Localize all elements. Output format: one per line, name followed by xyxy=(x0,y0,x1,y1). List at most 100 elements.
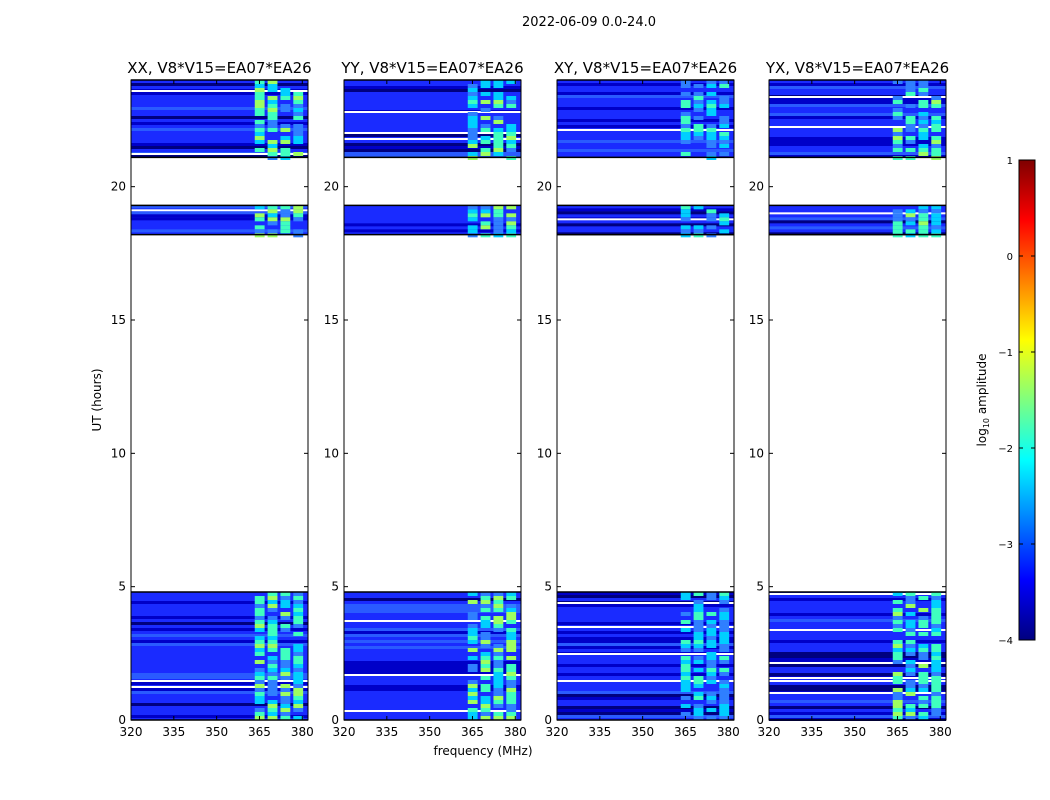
heatmap-bright-cell xyxy=(918,672,929,676)
heatmap-bright-cell xyxy=(905,128,916,132)
heatmap-bright-cell xyxy=(467,692,478,696)
heatmap-bright-cell xyxy=(267,616,278,620)
heatmap-bright-cell xyxy=(918,100,929,104)
heatmap-bright-cell xyxy=(680,688,691,692)
heatmap-row xyxy=(557,232,734,236)
panel-title: XX, V8*V15=EA07*EA26 xyxy=(127,59,311,77)
heatmap-bright-cell xyxy=(267,209,278,214)
heatmap-row xyxy=(769,619,946,622)
heatmap-bright-cell xyxy=(931,205,942,210)
heatmap-bright-cell xyxy=(892,600,903,604)
heatmap-bright-cell xyxy=(267,604,278,608)
heatmap-bright-cell xyxy=(493,92,504,96)
heatmap-row xyxy=(769,83,946,86)
heatmap-gap xyxy=(769,692,946,694)
heatmap-bright-cell xyxy=(905,84,916,88)
heatmap-bright-cell xyxy=(892,217,903,222)
colorbar-label: log10 amplitude xyxy=(975,354,991,447)
x-tick-label: 335 xyxy=(162,725,185,739)
heatmap-bright-cell xyxy=(905,217,916,222)
x-tick-label: 350 xyxy=(418,725,441,739)
heatmap-bright-cell xyxy=(506,644,517,648)
heatmap-bright-cell xyxy=(706,652,717,656)
heatmap-bright-cell xyxy=(905,600,916,604)
heatmap-row xyxy=(131,116,308,119)
heatmap-bright-cell xyxy=(493,672,504,676)
heatmap-row xyxy=(557,664,734,667)
heatmap-bright-cell xyxy=(506,592,517,596)
heatmap-bright-cell xyxy=(267,704,278,708)
heatmap-bright-cell xyxy=(680,660,691,664)
heatmap-bright-cell xyxy=(493,116,504,120)
x-tick-label: 365 xyxy=(886,725,909,739)
heatmap-bright-cell xyxy=(706,628,717,632)
heatmap-bright-cell xyxy=(254,652,265,656)
heatmap-bright-cell xyxy=(467,640,478,644)
heatmap-bright-cell xyxy=(892,100,903,104)
heatmap-row xyxy=(131,715,308,718)
heatmap-bright-cell xyxy=(506,596,517,600)
heatmap-bright-cell xyxy=(706,696,717,700)
y-tick-label: 0 xyxy=(331,713,339,727)
heatmap-bright-cell xyxy=(680,680,691,684)
heatmap-bright-cell xyxy=(931,140,942,144)
heatmap-bright-cell xyxy=(719,636,730,640)
heatmap-row xyxy=(557,712,734,715)
heatmap-bright-cell xyxy=(693,620,704,624)
heatmap-row xyxy=(557,643,734,646)
heatmap-bright-cell xyxy=(706,664,717,668)
heatmap-bright-cell xyxy=(905,664,916,668)
heatmap-bright-cell xyxy=(918,632,929,636)
heatmap-bright-cell xyxy=(493,624,504,628)
heatmap-bright-cell xyxy=(280,108,291,112)
heatmap-bright-cell xyxy=(467,136,478,140)
heatmap-bright-cell xyxy=(280,205,291,210)
heatmap-bright-cell xyxy=(905,668,916,672)
heatmap-row xyxy=(557,140,734,143)
heatmap-bright-cell xyxy=(918,132,929,136)
heatmap-bright-cell xyxy=(254,229,265,234)
heatmap-bright-cell xyxy=(693,636,704,640)
heatmap-bright-cell xyxy=(905,80,916,84)
heatmap-bright-cell xyxy=(254,604,265,608)
x-axis-label: frequency (MHz) xyxy=(433,744,532,758)
heatmap-row xyxy=(769,598,946,601)
heatmap-bright-cell xyxy=(892,652,903,656)
heatmap-row xyxy=(131,643,308,646)
heatmap-bright-cell xyxy=(931,644,942,648)
heatmap-row xyxy=(557,706,734,709)
heatmap-bright-cell xyxy=(467,696,478,700)
heatmap-row xyxy=(557,631,734,634)
heatmap-row xyxy=(557,125,734,128)
x-tick-label: 380 xyxy=(717,725,740,739)
heatmap-bright-cell xyxy=(719,704,730,708)
panel-frame xyxy=(556,79,735,721)
heatmap-bright-cell xyxy=(693,668,704,672)
heatmap-bright-cell xyxy=(506,628,517,632)
y-tick-label: 5 xyxy=(756,580,764,594)
heatmap-bright-cell xyxy=(719,213,730,218)
heatmap-bright-cell xyxy=(506,608,517,612)
heatmap-bright-cell xyxy=(680,152,691,156)
heatmap-bright-cell xyxy=(931,209,942,214)
heatmap-bright-cell xyxy=(706,217,717,222)
heatmap-bright-cell xyxy=(706,128,717,132)
y-tick-label: 10 xyxy=(537,446,552,460)
colorbar-tick-label: −1 xyxy=(998,348,1013,359)
heatmap-bright-cell xyxy=(480,205,491,210)
heatmap-bright-cell xyxy=(267,96,278,100)
heatmap-bright-cell xyxy=(480,636,491,640)
heatmap-bright-cell xyxy=(480,620,491,624)
heatmap-bright-cell xyxy=(693,676,704,680)
heatmap-bright-cell xyxy=(480,225,491,230)
heatmap-bright-cell xyxy=(506,640,517,644)
heatmap-bright-cell xyxy=(693,100,704,104)
heatmap-bright-cell xyxy=(254,84,265,88)
y-tick-label: 5 xyxy=(331,580,339,594)
heatmap-bright-cell xyxy=(693,128,704,132)
heatmap-bright-cell xyxy=(905,136,916,140)
heatmap-row xyxy=(557,211,734,215)
heatmap-bright-cell xyxy=(693,96,704,100)
heatmap-bright-cell xyxy=(931,656,942,660)
heatmap-bright-cell xyxy=(905,632,916,636)
